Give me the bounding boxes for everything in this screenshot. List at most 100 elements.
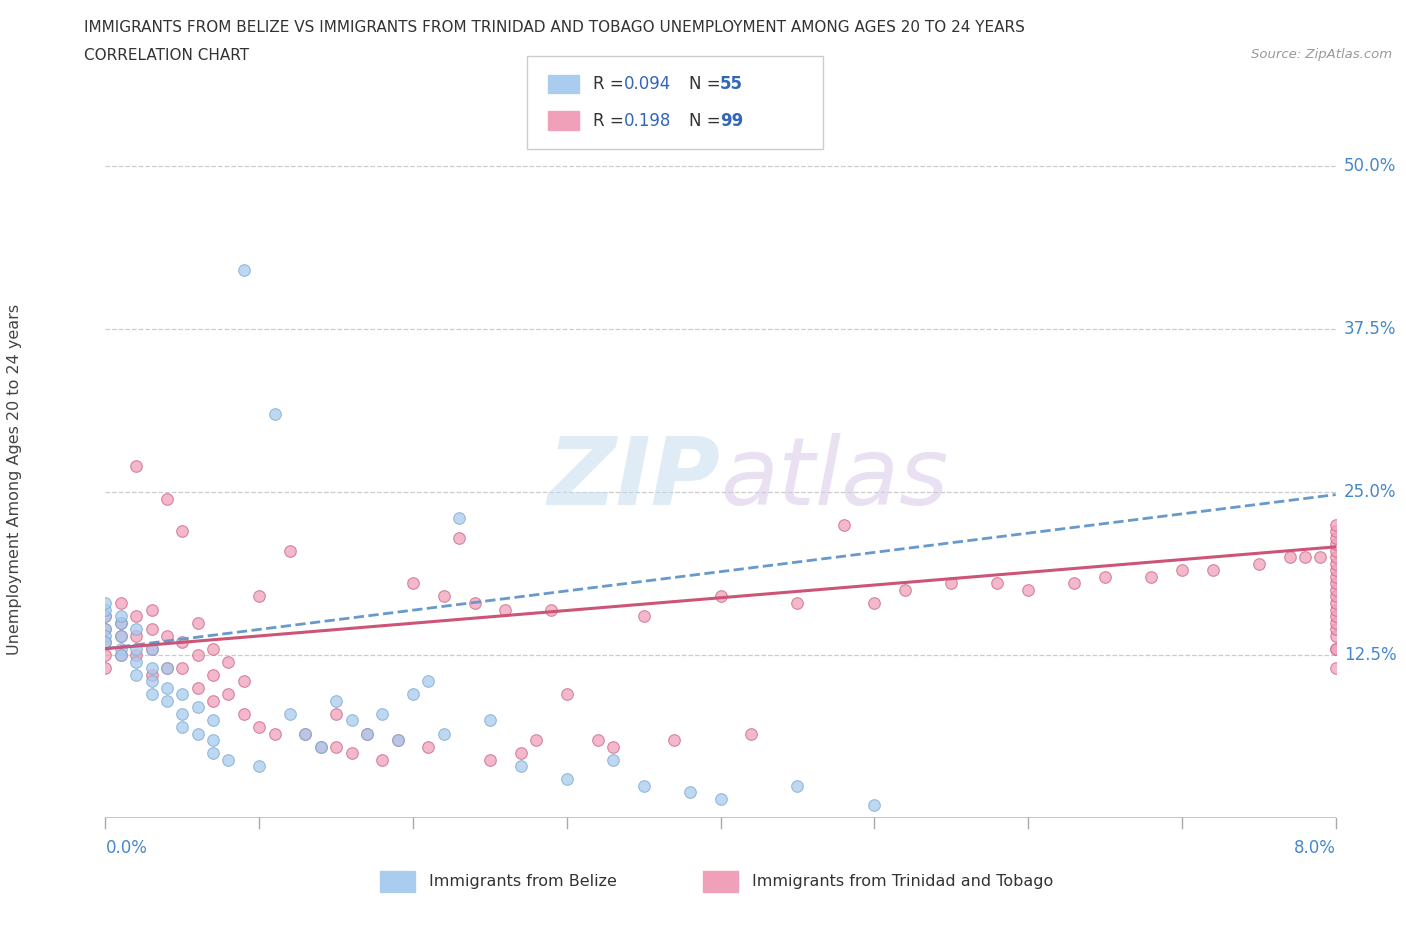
Point (187, 615, 209, 630)
Point (356, 726, 378, 741)
Point (110, 615, 132, 630)
Point (94, 595, 117, 610)
Point (1324, 621, 1347, 636)
Point (172, 687, 194, 702)
Point (1324, 543, 1347, 558)
Point (1324, 556, 1347, 571)
Point (449, 530, 471, 545)
Point (294, 726, 316, 741)
Point (986, 576, 1008, 591)
Text: 0.094: 0.094 (624, 75, 672, 93)
Point (740, 726, 762, 741)
Point (340, 713, 363, 728)
Text: 0.198: 0.198 (624, 112, 672, 129)
Point (141, 642, 163, 657)
Point (94, 621, 117, 636)
Point (1324, 642, 1347, 657)
Point (941, 576, 963, 591)
Point (141, 687, 163, 702)
Text: 50.0%: 50.0% (1344, 156, 1396, 175)
Text: 37.5%: 37.5% (1344, 320, 1396, 338)
Point (1278, 550, 1301, 565)
Point (110, 642, 132, 657)
Text: 12.5%: 12.5% (1344, 646, 1396, 664)
Point (894, 582, 917, 597)
Point (555, 687, 578, 702)
Point (1094, 569, 1116, 584)
Point (110, 648, 132, 663)
Point (710, 589, 733, 604)
Point (94, 628, 117, 643)
Point (1324, 661, 1347, 676)
Point (172, 524, 194, 538)
Point (94, 634, 117, 649)
Point (125, 655, 148, 670)
Point (232, 707, 254, 722)
Text: 8.0%: 8.0% (1294, 839, 1336, 857)
Point (1324, 602, 1347, 617)
Point (664, 733, 686, 748)
Point (633, 608, 655, 623)
Text: 55: 55 (720, 75, 742, 93)
Point (509, 746, 531, 761)
Point (125, 621, 148, 636)
Point (94, 648, 117, 663)
Point (94, 608, 117, 623)
Text: ZIP: ZIP (548, 433, 721, 525)
Point (141, 602, 163, 617)
Point (156, 661, 179, 676)
Point (633, 778, 655, 793)
Point (325, 739, 347, 754)
Point (602, 752, 624, 767)
Point (356, 726, 378, 741)
Point (202, 668, 225, 683)
Point (418, 674, 440, 689)
Point (202, 694, 225, 709)
Point (218, 655, 240, 670)
Point (387, 733, 409, 748)
Point (94, 621, 117, 636)
Point (125, 642, 148, 657)
Point (125, 668, 148, 683)
Point (110, 615, 132, 630)
Text: N =: N = (689, 112, 725, 129)
Point (863, 595, 886, 610)
Point (786, 778, 808, 793)
Point (187, 648, 209, 663)
Point (371, 752, 394, 767)
Point (679, 785, 702, 800)
Point (1324, 537, 1347, 551)
Point (494, 602, 516, 617)
Point (478, 713, 501, 728)
Point (110, 648, 132, 663)
Point (1171, 563, 1194, 578)
Point (524, 733, 547, 748)
Point (1324, 595, 1347, 610)
Point (141, 642, 163, 657)
Point (141, 668, 163, 683)
Point (247, 589, 270, 604)
Point (478, 752, 501, 767)
Point (202, 713, 225, 728)
Text: R =: R = (593, 75, 630, 93)
Point (187, 700, 209, 715)
Point (1063, 576, 1085, 591)
Point (449, 511, 471, 525)
Point (156, 681, 179, 696)
Point (1324, 642, 1347, 657)
Point (1324, 589, 1347, 604)
Point (1324, 569, 1347, 584)
Point (418, 739, 440, 754)
Text: Source: ZipAtlas.com: Source: ZipAtlas.com (1251, 48, 1392, 61)
Point (1324, 530, 1347, 545)
Point (218, 752, 240, 767)
Point (1247, 556, 1270, 571)
Point (125, 458, 148, 473)
Point (278, 707, 301, 722)
Point (786, 595, 808, 610)
Point (433, 589, 456, 604)
Point (172, 707, 194, 722)
Point (863, 798, 886, 813)
Point (371, 707, 394, 722)
Point (1324, 550, 1347, 565)
